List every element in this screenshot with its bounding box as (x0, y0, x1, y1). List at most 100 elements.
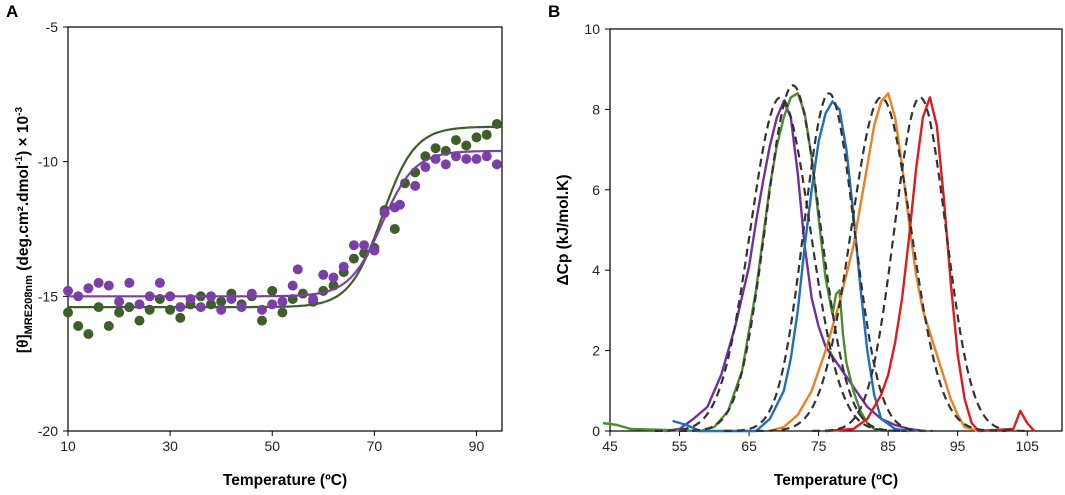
data-point-green (430, 143, 441, 154)
data-point-purple (328, 272, 339, 283)
data-point-green (451, 135, 461, 146)
chart-b-xtick-label: 105 (1016, 438, 1040, 454)
data-point-purple (216, 304, 227, 315)
data-point-purple (451, 151, 461, 162)
data-point-green (206, 299, 216, 310)
data-point-green (400, 178, 410, 189)
data-point-purple (338, 261, 349, 272)
data-point-green (175, 312, 186, 323)
data-point-purple (83, 283, 94, 294)
data-point-purple (103, 280, 114, 291)
chart-b-ylabel: ΔCp (kJ/mol.K) (555, 174, 572, 285)
data-point-purple (114, 296, 125, 307)
data-point-purple (292, 264, 303, 275)
chart-b-xtick-label: 85 (880, 438, 896, 454)
data-point-green (461, 140, 472, 151)
fit-line-purple (68, 149, 502, 298)
data-point-purple (124, 277, 135, 288)
data-point-green (114, 307, 125, 318)
data-point-green (481, 129, 492, 140)
data-point-purple (134, 299, 145, 310)
data-point-purple (63, 285, 73, 296)
data-point-green (73, 321, 84, 331)
series-red (825, 96, 1036, 433)
ylabel-units-end: ) × 10 (15, 116, 32, 156)
data-point-purple (491, 159, 502, 170)
data-point-purple (165, 291, 176, 302)
data-point-purple (93, 277, 104, 288)
chart-a-ytick-label: -10 (38, 154, 58, 170)
chart-a-ytick-label: -20 (38, 423, 58, 439)
data-point-green (144, 304, 155, 315)
chart-b-ytick-label: 4 (592, 262, 600, 278)
data-point-green (124, 302, 135, 313)
data-point-purple (206, 291, 216, 302)
data-point-purple (236, 302, 247, 313)
chart-a-ylabel: [θ]MRE208nm (deg.cm².dmol-1) × 10-3 (14, 107, 35, 354)
ylabel-sub: MRE208nm (23, 275, 35, 335)
data-point-green (491, 119, 502, 129)
data-point-purple (410, 180, 421, 191)
chart-b-xtick-label: 95 (950, 438, 966, 454)
chart-a-ytick-label: -5 (46, 19, 59, 35)
series-fit-blue (723, 92, 933, 433)
chart-a-xtick-label: 10 (60, 438, 76, 454)
data-point-purple (440, 159, 451, 170)
data-point-purple (73, 291, 84, 302)
data-point-purple (369, 245, 380, 256)
ylabel-exp1: -1 (14, 155, 25, 164)
chart-b-ytick-label: 6 (592, 182, 600, 198)
chart-b-ytick-label: 10 (584, 21, 600, 37)
data-point-purple (394, 199, 405, 210)
series-fit-orange (755, 96, 1006, 433)
data-point-purple (267, 299, 278, 310)
data-point-purple (348, 240, 359, 251)
data-point-purple (257, 304, 267, 315)
data-point-purple (481, 151, 492, 162)
data-point-purple (175, 302, 186, 313)
ylabel-main: [θ] (15, 334, 32, 353)
data-point-green (257, 315, 267, 326)
chart-b-xtick-label: 55 (672, 438, 688, 454)
chart-b-ytick-label: 8 (592, 101, 600, 117)
data-point-purple (318, 269, 329, 280)
data-point-purple (185, 294, 196, 304)
chart-a-ytick-label: -15 (38, 288, 58, 304)
chart-a-frame (67, 26, 503, 432)
data-point-green (216, 296, 227, 307)
chart-b-xtick-label: 45 (602, 438, 618, 454)
ylabel-units-rest: .dmol (15, 165, 32, 206)
data-point-purple (144, 291, 155, 302)
chart-a-xlabel: Temperature (ºC) (223, 472, 347, 489)
panel-b-label: B (548, 2, 560, 21)
data-point-green (277, 307, 288, 318)
data-point-purple (461, 154, 472, 164)
ylabel-units: (deg.cm² (15, 206, 32, 275)
data-point-purple (359, 240, 370, 251)
data-point-purple (379, 207, 390, 218)
panel-a-label: A (6, 2, 18, 21)
chart-b-xlabel: Temperature (ºC) (774, 472, 898, 489)
series-blue (672, 100, 910, 433)
chart-b-ytick-label: 0 (592, 423, 600, 439)
data-point-purple (195, 302, 206, 313)
data-point-purple (308, 294, 319, 304)
ylabel-exp2: -3 (14, 107, 25, 116)
data-point-green (63, 307, 73, 318)
chart-a-xtick-label: 30 (162, 438, 178, 454)
chart-a-xtick-label: 50 (264, 438, 280, 454)
chart-a-xtick-label: 70 (367, 438, 383, 454)
data-point-green (471, 132, 482, 143)
series-fit-green (679, 84, 907, 432)
data-point-purple (277, 296, 288, 307)
data-point-green (165, 304, 176, 315)
data-point-purple (471, 154, 482, 164)
chart-b-series (602, 84, 1036, 433)
data-point-purple (154, 277, 165, 288)
data-point-green (134, 315, 145, 326)
chart-b-xtick-label: 75 (811, 438, 827, 454)
chart-b-xtick-label: 65 (741, 438, 757, 454)
data-point-green (93, 302, 104, 313)
